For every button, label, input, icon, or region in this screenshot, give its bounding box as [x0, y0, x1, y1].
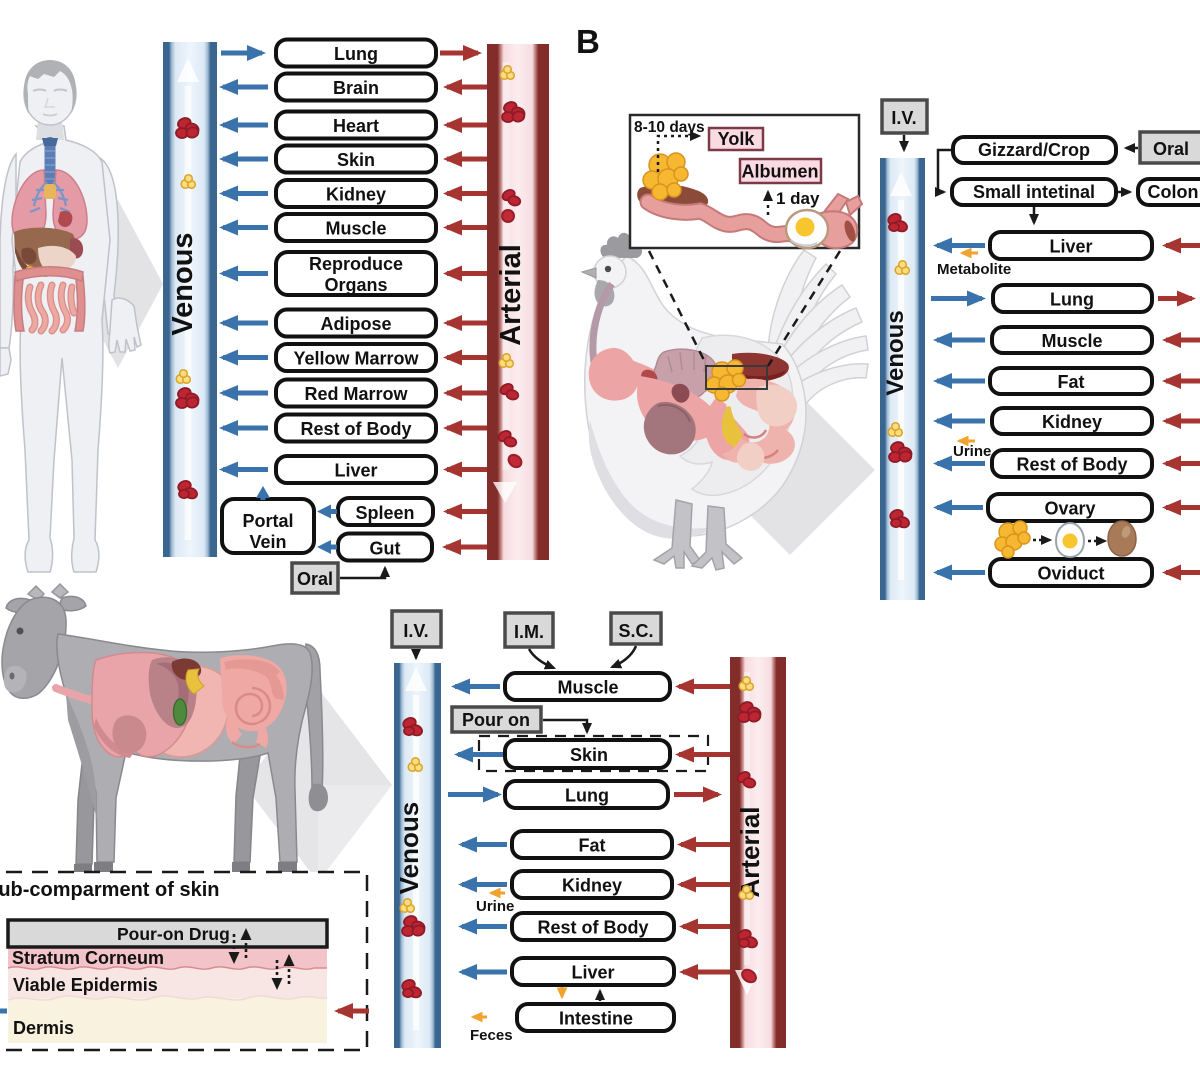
svg-text:Liver: Liver — [334, 461, 377, 481]
svg-text:Intestine: Intestine — [559, 1009, 633, 1029]
svg-text:Lung: Lung — [565, 786, 609, 806]
svg-text:Muscle: Muscle — [1041, 331, 1102, 351]
svg-text:Oral: Oral — [297, 569, 333, 589]
svg-text:Vein: Vein — [249, 532, 286, 552]
svg-text:Red Marrow: Red Marrow — [304, 384, 408, 404]
svg-text:Pour on: Pour on — [462, 710, 530, 730]
svg-text:Skin: Skin — [570, 745, 608, 765]
svg-text:Arterial: Arterial — [735, 806, 765, 897]
svg-text:Rest of Body: Rest of Body — [300, 419, 411, 439]
svg-text:Small intetinal: Small intetinal — [973, 182, 1095, 202]
svg-text:Gut: Gut — [370, 539, 401, 559]
svg-text:Skin: Skin — [337, 150, 375, 170]
svg-text:Reproduce: Reproduce — [309, 254, 403, 274]
svg-text:Muscle: Muscle — [557, 678, 618, 698]
svg-text:I.V.: I.V. — [891, 108, 916, 128]
svg-text:Heart: Heart — [333, 116, 379, 136]
svg-text:Albumen: Albumen — [741, 162, 818, 182]
svg-text:Urine: Urine — [476, 898, 514, 915]
svg-text:Adipose: Adipose — [320, 314, 391, 334]
svg-text:I.M.: I.M. — [514, 622, 544, 642]
svg-text:S.C.: S.C. — [618, 621, 653, 641]
svg-text:Pour-on Drug: Pour-on Drug — [117, 924, 230, 944]
svg-text:Lung: Lung — [334, 44, 378, 64]
svg-text:Sub-comparment of skin: Sub-comparment of skin — [0, 879, 219, 901]
svg-text:Rest of Body: Rest of Body — [1016, 455, 1127, 475]
svg-text:1 day: 1 day — [776, 189, 820, 208]
svg-text:Portal: Portal — [242, 511, 293, 531]
svg-text:Venous: Venous — [882, 310, 909, 395]
svg-text:Metabolite: Metabolite — [937, 261, 1011, 278]
svg-text:B: B — [576, 23, 600, 60]
svg-text:Stratum Corneum: Stratum Corneum — [12, 948, 164, 968]
svg-text:Oral: Oral — [1153, 139, 1189, 159]
svg-text:Kidney: Kidney — [326, 185, 386, 205]
svg-text:8-10 days: 8-10 days — [634, 119, 705, 136]
svg-text:Kidney: Kidney — [1042, 412, 1102, 432]
svg-text:Spleen: Spleen — [355, 503, 414, 523]
svg-text:Organs: Organs — [324, 275, 387, 295]
svg-text:Yellow Marrow: Yellow Marrow — [293, 349, 419, 369]
svg-text:Gizzard/Crop: Gizzard/Crop — [978, 140, 1090, 160]
svg-text:Venous: Venous — [167, 232, 199, 335]
svg-text:Dermis: Dermis — [13, 1018, 74, 1038]
svg-text:Rest of Body: Rest of Body — [537, 918, 648, 938]
svg-text:Urine: Urine — [953, 443, 991, 460]
svg-text:Liver: Liver — [1049, 237, 1092, 257]
svg-text:Colon: Colon — [1148, 182, 1199, 202]
svg-text:Lung: Lung — [1050, 290, 1094, 310]
svg-text:Venous: Venous — [394, 802, 424, 894]
svg-text:I.V.: I.V. — [403, 621, 428, 641]
svg-text:Fat: Fat — [579, 836, 606, 856]
svg-text:Brain: Brain — [333, 78, 379, 98]
svg-text:Oviduct: Oviduct — [1037, 564, 1104, 584]
svg-text:Viable Epidermis: Viable Epidermis — [13, 975, 158, 995]
svg-text:Muscle: Muscle — [325, 219, 386, 239]
svg-text:Ovary: Ovary — [1044, 499, 1095, 519]
svg-text:Arterial: Arterial — [495, 244, 527, 346]
svg-text:Liver: Liver — [571, 963, 614, 983]
svg-text:Kidney: Kidney — [562, 876, 622, 896]
svg-text:Yolk: Yolk — [718, 129, 756, 149]
svg-text:Fat: Fat — [1058, 372, 1085, 392]
svg-text:Feces: Feces — [470, 1027, 513, 1044]
